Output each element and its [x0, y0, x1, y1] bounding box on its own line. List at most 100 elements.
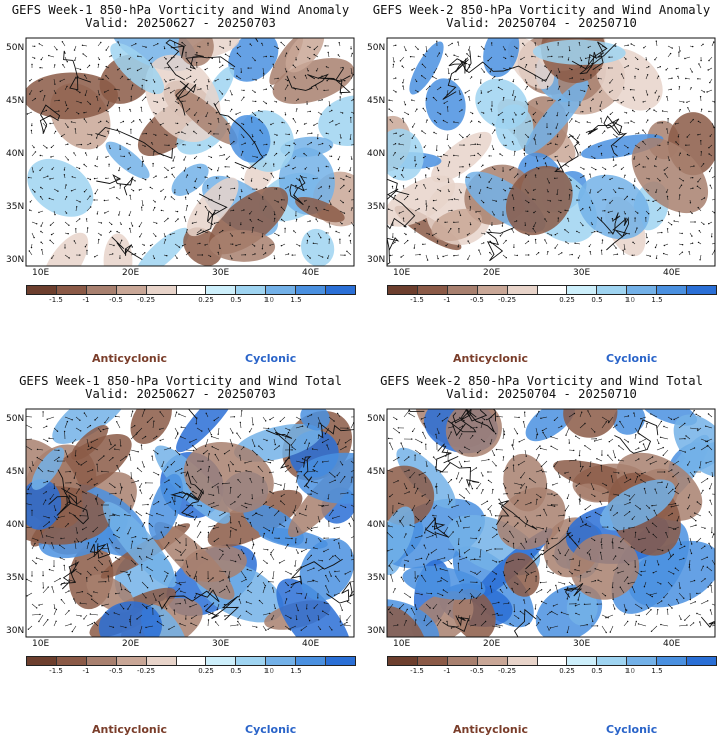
colorbar-segment: [537, 657, 568, 665]
colorbar-tick-label: 0.5: [230, 667, 242, 675]
colorbar-segment: [477, 286, 508, 294]
longitude-label: 10E: [32, 268, 50, 278]
longitude-label: 40E: [663, 639, 681, 649]
colorbar-segment: [86, 286, 117, 294]
colorbar-segment: [567, 286, 598, 294]
map-canvas: [25, 408, 355, 638]
latitude-label: 30N: [6, 626, 25, 636]
latitude-label: 30N: [367, 255, 386, 265]
map-panel: GEFS Week-1 850-hPa Vorticity and Wind T…: [0, 371, 361, 742]
colorbar-segment: [116, 286, 147, 294]
longitude-label: 20E: [483, 639, 501, 649]
colorbar-segment: [687, 657, 716, 665]
colorbar-segment: [266, 657, 297, 665]
colorbar-unit-label: 10: [626, 296, 635, 304]
colorbar-segment: [296, 286, 327, 294]
anticyclonic-label: Anticyclonic: [92, 352, 168, 365]
colorbar-segment: [477, 657, 508, 665]
colorbar-segment: [176, 657, 207, 665]
map-canvas: [25, 37, 355, 267]
colorbar-segment: [266, 286, 297, 294]
colorbar: [387, 285, 717, 295]
colorbar-tick-label: -1.5: [49, 667, 63, 675]
latitude-label: 30N: [367, 626, 386, 636]
vorticity-map: 50N 45N 40N 35N 30N 10E 20E 30E 40E: [4, 36, 356, 284]
colorbar-segment: [146, 657, 177, 665]
panel-title: GEFS Week-1 850-hPa Vorticity and Wind A…: [11, 3, 350, 17]
map-canvas: [386, 37, 716, 267]
anticyclonic-label: Anticyclonic: [453, 352, 529, 365]
colorbar-segment: [507, 286, 538, 294]
colorbar-segment: [657, 286, 688, 294]
colorbar-tick-label: 0.25: [198, 296, 214, 304]
colorbar: [26, 656, 356, 666]
colorbar-segment: [326, 657, 355, 665]
colorbar-tick-label: 1: [263, 296, 269, 304]
latitude-label: 50N: [367, 43, 386, 53]
colorbar-segment: [326, 286, 355, 294]
latitude-label: 40N: [367, 149, 386, 159]
anticyclonic-label: Anticyclonic: [92, 723, 168, 736]
anticyclonic-label: Anticyclonic: [453, 723, 529, 736]
colorbar-tick-label: -0.25: [136, 296, 156, 304]
longitude-label: 40E: [302, 639, 320, 649]
colorbar-tick-label: 1.5: [651, 667, 663, 675]
colorbar-segment: [507, 657, 538, 665]
colorbar-segment: [687, 286, 716, 294]
latitude-label: 40N: [6, 149, 25, 159]
colorbar-tick-label: -0.5: [470, 296, 484, 304]
cyclonic-label: Cyclonic: [606, 723, 658, 736]
colorbar-segment: [146, 286, 177, 294]
colorbar-segment: [176, 286, 207, 294]
colorbar-segment: [116, 657, 147, 665]
latitude-label: 35N: [367, 573, 386, 583]
panel-title: GEFS Week-2 850-hPa Vorticity and Wind A…: [372, 3, 711, 17]
colorbar-tick-label: -1: [443, 667, 451, 675]
longitude-label: 30E: [212, 639, 230, 649]
panel-title: GEFS Week-2 850-hPa Vorticity and Wind T…: [380, 374, 703, 388]
latitude-label: 50N: [367, 414, 386, 424]
latitude-label: 40N: [367, 520, 386, 530]
colorbar-segment: [447, 657, 478, 665]
panel-valid-dates: Valid: 20250704 - 20250710: [446, 387, 637, 401]
longitude-label: 20E: [122, 639, 140, 649]
colorbar-segment: [597, 286, 628, 294]
colorbar-segment: [56, 286, 87, 294]
colorbar-tick-label: -1: [443, 296, 451, 304]
longitude-label: 20E: [122, 268, 140, 278]
colorbar-unit-label: 10: [265, 667, 274, 675]
colorbar-tick-label: 0.5: [230, 296, 242, 304]
colorbar-tick-label: 1: [263, 667, 269, 675]
colorbar-segment: [236, 657, 267, 665]
map-canvas: [386, 408, 716, 638]
colorbar-segment: [447, 286, 478, 294]
colorbar-tick-label: 1.5: [290, 667, 302, 675]
latitude-label: 50N: [6, 414, 25, 424]
colorbar-segment: [567, 657, 598, 665]
colorbar-tick-label: -0.25: [497, 296, 517, 304]
colorbar-segment: [627, 657, 658, 665]
vorticity-field: [387, 38, 715, 266]
colorbar-segment: [657, 657, 688, 665]
colorbar-segment: [27, 657, 57, 665]
colorbar-tick-label: 1: [624, 667, 630, 675]
colorbar-segment: [296, 657, 327, 665]
colorbar-tick-label: -1: [82, 667, 90, 675]
panel-valid-dates: Valid: 20250704 - 20250710: [446, 16, 637, 30]
colorbar-segment: [597, 657, 628, 665]
vorticity-map: 50N 45N 40N 35N 30N 10E 20E 30E 40E: [365, 407, 717, 655]
colorbar-tick-label: 0.5: [591, 667, 603, 675]
colorbar-tick-label: 1.5: [651, 296, 663, 304]
colorbar-tick-label: -1.5: [49, 296, 63, 304]
longitude-label: 10E: [393, 268, 411, 278]
panel-valid-dates: Valid: 20250627 - 20250703: [85, 16, 276, 30]
longitude-label: 30E: [212, 268, 230, 278]
panel-valid-dates: Valid: 20250627 - 20250703: [85, 387, 276, 401]
latitude-label: 45N: [367, 96, 386, 106]
colorbar-segment: [417, 286, 448, 294]
colorbar-tick-label: -0.25: [497, 667, 517, 675]
colorbar-tick-label: -0.5: [109, 667, 123, 675]
colorbar-tick-label: 0.25: [559, 296, 575, 304]
longitude-label: 20E: [483, 268, 501, 278]
colorbar-segment: [86, 657, 117, 665]
